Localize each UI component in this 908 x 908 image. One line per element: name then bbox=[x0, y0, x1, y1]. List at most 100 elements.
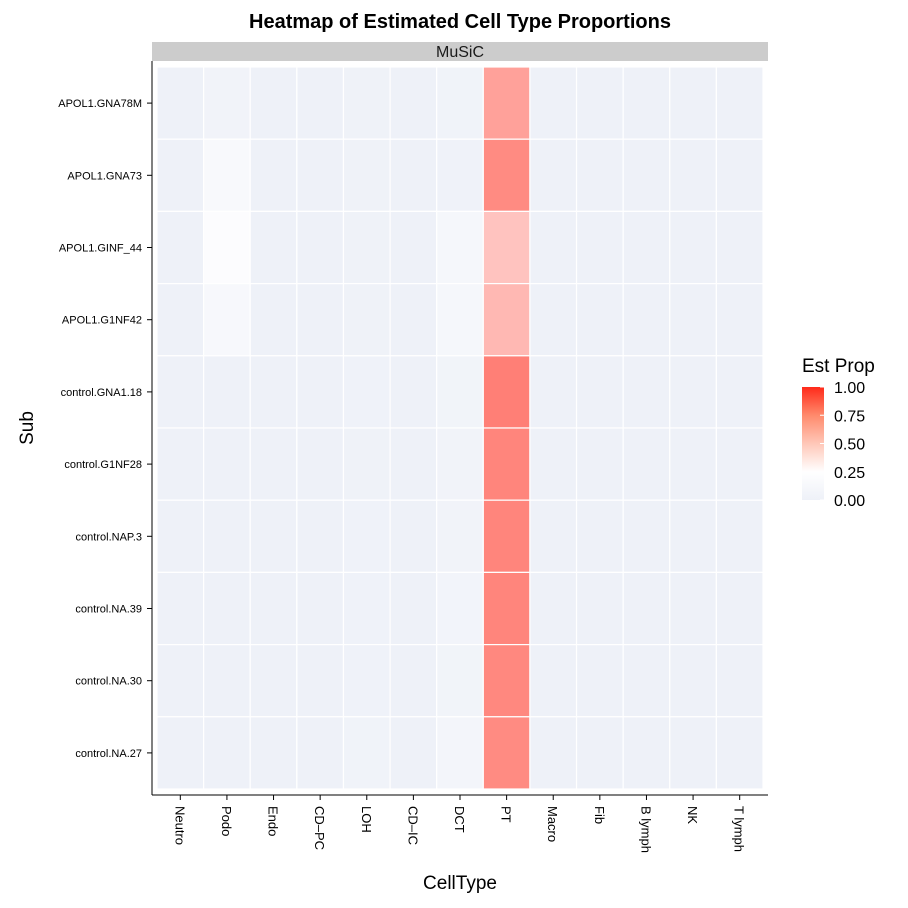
heatmap-cell bbox=[715, 643, 764, 718]
heatmap-cell bbox=[669, 499, 717, 574]
heatmap-cell bbox=[529, 283, 578, 357]
heatmap-cell bbox=[622, 716, 671, 790]
heatmap-cell bbox=[715, 355, 764, 429]
heatmap-cells bbox=[156, 66, 764, 790]
x-tick-label: DCT bbox=[452, 806, 467, 833]
legend-tick-label: 0.75 bbox=[834, 408, 865, 425]
y-tick-label: APOL1.G1NF42 bbox=[62, 315, 142, 327]
heatmap-cell bbox=[669, 138, 717, 212]
x-tick-label: Endo bbox=[266, 806, 281, 836]
heatmap-cell bbox=[529, 427, 578, 501]
y-tick-label: control.NA.30 bbox=[75, 676, 142, 688]
heatmap-cell bbox=[482, 138, 531, 212]
heatmap-cell bbox=[669, 716, 717, 790]
heatmap-cell bbox=[669, 427, 717, 501]
heatmap-cell bbox=[156, 643, 205, 718]
heatmap-cell bbox=[249, 355, 298, 429]
heatmap-cell bbox=[715, 571, 764, 646]
heatmap-cell bbox=[389, 138, 438, 212]
heatmap-cell bbox=[622, 571, 671, 646]
y-tick-label: APOL1.GNA73 bbox=[67, 170, 142, 182]
x-tick-label: Podo bbox=[219, 806, 234, 836]
heatmap-cell bbox=[296, 355, 345, 429]
heatmap-cell bbox=[203, 283, 251, 357]
heatmap-cell bbox=[342, 643, 391, 718]
heatmap-cell bbox=[622, 66, 671, 140]
heatmap-cell bbox=[296, 499, 345, 574]
legend-tick-label: 0.25 bbox=[834, 465, 865, 482]
heatmap-cell bbox=[575, 138, 624, 212]
heatmap-cell bbox=[342, 716, 391, 790]
heatmap-cell bbox=[622, 283, 671, 357]
heatmap-cell bbox=[342, 427, 391, 501]
heatmap-cell bbox=[436, 355, 484, 429]
heatmap-cell bbox=[436, 283, 484, 357]
x-axis-ticks: Neutro Podo Endo CD–PC LOH CD–IC DCT PT Macro Fib… bbox=[172, 795, 747, 853]
heatmap-cell bbox=[342, 283, 391, 357]
heatmap-cell bbox=[156, 283, 205, 357]
legend-tick-label: 0.00 bbox=[834, 493, 865, 510]
x-tick-label: Fib bbox=[592, 806, 607, 824]
heatmap-cell bbox=[575, 283, 624, 357]
chart-title: Heatmap of Estimated Cell Type Proportio… bbox=[249, 11, 671, 33]
heatmap-cell bbox=[482, 571, 531, 646]
legend-tick-label: 0.50 bbox=[834, 437, 865, 454]
heatmap-cell bbox=[296, 643, 345, 718]
legend-colorbar bbox=[802, 387, 824, 500]
heatmap-cell bbox=[249, 571, 298, 646]
y-tick-label: APOL1.GNA78M bbox=[58, 98, 142, 110]
heatmap-cell bbox=[715, 66, 764, 140]
heatmap-cell bbox=[669, 210, 717, 285]
heatmap-cell bbox=[249, 283, 298, 357]
y-tick-label: control.NAP.3 bbox=[76, 531, 142, 543]
heatmap-cell bbox=[156, 355, 205, 429]
heatmap-cell bbox=[389, 283, 438, 357]
heatmap-cell bbox=[249, 210, 298, 285]
heatmap-cell bbox=[622, 355, 671, 429]
facet-strip-label: MuSiC bbox=[436, 44, 484, 61]
heatmap-cell bbox=[156, 571, 205, 646]
heatmap-cell bbox=[575, 66, 624, 140]
heatmap-cell bbox=[203, 355, 251, 429]
heatmap-cell bbox=[389, 210, 438, 285]
heatmap-cell bbox=[575, 571, 624, 646]
y-axis-ticks: APOL1.GNA78M APOL1.GNA73 APOL1.GINF_44 APOL… bbox=[58, 98, 152, 760]
heatmap-cell bbox=[669, 355, 717, 429]
heatmap-cell bbox=[436, 499, 484, 574]
heatmap-cell bbox=[482, 66, 531, 140]
heatmap-cell bbox=[389, 716, 438, 790]
heatmap-cell bbox=[669, 571, 717, 646]
heatmap-cell bbox=[249, 716, 298, 790]
x-tick-label: LOH bbox=[359, 806, 374, 833]
y-tick-label: control.G1NF28 bbox=[64, 459, 142, 471]
legend-ticks: 1.00 0.75 0.50 0.25 0.00 bbox=[820, 380, 865, 510]
heatmap-cell bbox=[622, 643, 671, 718]
heatmap-cell bbox=[156, 210, 205, 285]
heatmap-cell bbox=[296, 571, 345, 646]
heatmap-cell bbox=[156, 66, 205, 140]
heatmap-cell bbox=[203, 210, 251, 285]
heatmap-cell bbox=[529, 210, 578, 285]
heatmap-cell bbox=[715, 499, 764, 574]
y-tick-label: control.GNA1.18 bbox=[61, 387, 142, 399]
heatmap-cell bbox=[529, 138, 578, 212]
legend-title: Est Prop bbox=[802, 356, 875, 377]
heatmap-cell bbox=[249, 643, 298, 718]
x-axis-title: CellType bbox=[423, 873, 497, 894]
heatmap-cell bbox=[342, 499, 391, 574]
x-tick-label: B lymph bbox=[638, 806, 653, 853]
heatmap-cell bbox=[342, 571, 391, 646]
heatmap-cell bbox=[436, 138, 484, 212]
heatmap-cell bbox=[342, 66, 391, 140]
heatmap-cell bbox=[529, 643, 578, 718]
heatmap-cell bbox=[389, 355, 438, 429]
heatmap-cell bbox=[342, 138, 391, 212]
heatmap-cell bbox=[669, 643, 717, 718]
heatmap-cell bbox=[529, 499, 578, 574]
heatmap-cell bbox=[482, 643, 531, 718]
heatmap-cell bbox=[203, 716, 251, 790]
heatmap-cell bbox=[296, 210, 345, 285]
heatmap-cell bbox=[203, 138, 251, 212]
heatmap-cell bbox=[482, 210, 531, 285]
heatmap-cell bbox=[575, 716, 624, 790]
